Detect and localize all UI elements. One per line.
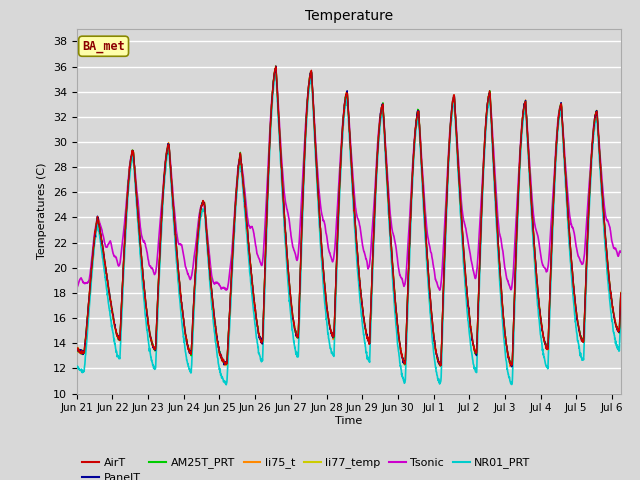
AirT bbox=[73, 346, 81, 351]
NR01_PRT bbox=[73, 364, 81, 370]
NR01_PRT bbox=[222, 382, 230, 388]
Title: Temperature: Temperature bbox=[305, 10, 393, 24]
AM25T_PRT bbox=[376, 113, 384, 119]
AirT bbox=[272, 64, 280, 70]
li77_temp bbox=[617, 289, 625, 295]
PanelT bbox=[225, 330, 232, 336]
Tsonic bbox=[617, 249, 625, 255]
li77_temp bbox=[73, 345, 81, 350]
Tsonic bbox=[365, 265, 372, 271]
AM25T_PRT bbox=[225, 330, 232, 336]
li77_temp bbox=[570, 279, 577, 285]
Legend: AirT, PanelT, AM25T_PRT, li75_t, li77_temp, Tsonic, NR01_PRT: AirT, PanelT, AM25T_PRT, li75_t, li77_te… bbox=[83, 457, 531, 480]
Tsonic bbox=[271, 72, 279, 77]
li75_t bbox=[225, 332, 232, 337]
li75_t bbox=[376, 112, 384, 118]
NR01_PRT bbox=[508, 381, 515, 387]
Tsonic bbox=[570, 226, 577, 232]
li75_t bbox=[570, 280, 577, 286]
Tsonic bbox=[225, 280, 232, 286]
Line: AM25T_PRT: AM25T_PRT bbox=[77, 67, 621, 366]
Line: li75_t: li75_t bbox=[77, 68, 621, 367]
Y-axis label: Temperatures (C): Temperatures (C) bbox=[37, 163, 47, 260]
X-axis label: Time: Time bbox=[335, 416, 362, 426]
li75_t bbox=[584, 216, 592, 222]
Tsonic bbox=[73, 285, 81, 290]
li77_temp bbox=[376, 113, 384, 119]
AirT bbox=[584, 216, 592, 221]
PanelT bbox=[508, 364, 516, 370]
li77_temp bbox=[584, 216, 592, 221]
li77_temp bbox=[272, 63, 280, 69]
li75_t bbox=[617, 291, 625, 297]
NR01_PRT bbox=[365, 356, 372, 362]
AirT bbox=[570, 278, 577, 284]
NR01_PRT bbox=[225, 343, 232, 349]
PanelT bbox=[376, 110, 384, 116]
li75_t bbox=[73, 346, 81, 351]
AM25T_PRT bbox=[570, 279, 577, 285]
li77_temp bbox=[508, 363, 516, 369]
PanelT bbox=[365, 337, 372, 343]
Text: BA_met: BA_met bbox=[82, 40, 125, 53]
AM25T_PRT bbox=[617, 290, 625, 296]
Tsonic bbox=[584, 193, 592, 199]
NR01_PRT bbox=[570, 293, 577, 299]
PanelT bbox=[584, 216, 592, 222]
NR01_PRT bbox=[377, 117, 385, 122]
Line: Tsonic: Tsonic bbox=[77, 74, 621, 290]
NR01_PRT bbox=[584, 228, 592, 233]
Line: AirT: AirT bbox=[77, 67, 621, 366]
li75_t bbox=[506, 364, 514, 370]
NR01_PRT bbox=[617, 309, 625, 314]
AirT bbox=[376, 112, 384, 118]
AM25T_PRT bbox=[272, 64, 280, 70]
AirT bbox=[365, 337, 372, 343]
AM25T_PRT bbox=[73, 346, 81, 352]
Tsonic bbox=[436, 287, 444, 293]
li75_t bbox=[365, 336, 372, 342]
Tsonic bbox=[508, 287, 515, 292]
li77_temp bbox=[225, 331, 232, 337]
li75_t bbox=[271, 65, 279, 71]
PanelT bbox=[617, 291, 625, 297]
PanelT bbox=[570, 279, 577, 285]
AM25T_PRT bbox=[365, 338, 372, 344]
AirT bbox=[617, 290, 625, 296]
NR01_PRT bbox=[272, 70, 280, 76]
AirT bbox=[508, 362, 515, 368]
li75_t bbox=[508, 362, 515, 368]
PanelT bbox=[507, 362, 515, 368]
Line: li77_temp: li77_temp bbox=[77, 66, 621, 366]
Line: PanelT: PanelT bbox=[77, 66, 621, 367]
li77_temp bbox=[507, 362, 515, 368]
li77_temp bbox=[365, 338, 372, 344]
PanelT bbox=[272, 63, 280, 69]
AirT bbox=[225, 330, 232, 336]
Line: NR01_PRT: NR01_PRT bbox=[77, 73, 621, 385]
PanelT bbox=[73, 348, 81, 353]
Tsonic bbox=[376, 111, 384, 117]
AM25T_PRT bbox=[436, 363, 444, 369]
AirT bbox=[436, 363, 444, 369]
AM25T_PRT bbox=[584, 214, 592, 219]
AM25T_PRT bbox=[508, 361, 515, 367]
